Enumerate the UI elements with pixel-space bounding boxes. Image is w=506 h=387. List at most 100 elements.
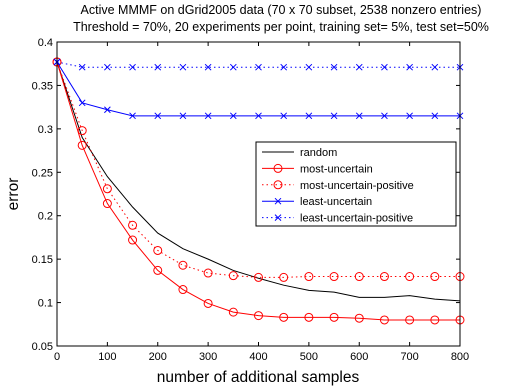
- x-axis: 0 100 200 300 400 500 600 700 800: [54, 42, 469, 363]
- y-tick-label: 0.25: [32, 167, 53, 179]
- marker-x-stroke: [381, 112, 388, 120]
- legend-label-random: random: [300, 147, 337, 159]
- y-tick-label: 0.4: [38, 37, 53, 49]
- y-axis-label: error: [5, 178, 22, 211]
- data-point-least-uncertain: [129, 112, 136, 120]
- marker-x-stroke: [229, 63, 237, 71]
- marker-x-stroke: [78, 63, 86, 71]
- marker-x-stroke: [280, 63, 288, 71]
- x-axis-label: number of additional samples: [157, 369, 360, 386]
- marker-x-stroke: [406, 63, 413, 71]
- marker-x-stroke: [330, 112, 338, 120]
- x-tick-label: 800: [451, 351, 469, 363]
- marker-x-stroke: [129, 112, 136, 120]
- data-point-least-uncertain-positive: [154, 63, 162, 71]
- data-point-least-uncertain-positive: [330, 63, 338, 71]
- data-point-least-uncertain-positive: [204, 63, 212, 71]
- x-tick-label: 0: [54, 351, 60, 363]
- data-point-most-uncertain-positive: [228, 271, 238, 281]
- x-tick-label: 600: [350, 351, 368, 363]
- data-point-most-uncertain-positive: [153, 245, 163, 255]
- data-point-least-uncertain: [330, 112, 338, 120]
- y-axis: 0.05 0.1 0.15 0.2 0.25 0.3 0.35 0.4: [32, 37, 460, 353]
- marker-x-stroke: [204, 63, 212, 71]
- data-point-least-uncertain: [255, 112, 262, 120]
- data-point-most-uncertain-positive: [254, 272, 263, 282]
- data-point-most-uncertain: [405, 315, 415, 325]
- data-point-most-uncertain: [228, 307, 238, 317]
- legend-marker-most-uncertain: [273, 163, 283, 173]
- y-tick-label: 0.3: [38, 124, 53, 136]
- x-tick-label: 100: [98, 351, 116, 363]
- legend-label-most-uncertain-positive: most-uncertain-positive: [300, 180, 414, 192]
- x-tick-label: 500: [300, 351, 318, 363]
- data-point-least-uncertain-positive: [104, 63, 111, 71]
- marker-x-stroke: [355, 63, 363, 71]
- marker-x-stroke: [179, 63, 187, 71]
- marker-x-stroke: [381, 63, 388, 71]
- data-point-most-uncertain-positive: [379, 272, 389, 282]
- data-point-least-uncertain-positive: [431, 63, 439, 71]
- data-point-most-uncertain: [178, 285, 188, 295]
- legend-marker-least-uncertain: [274, 197, 282, 205]
- y-tick-label: 0.15: [32, 254, 53, 266]
- y-tick-label: 0.35: [32, 80, 53, 92]
- marker-x-stroke: [179, 112, 187, 120]
- series-line-least-uncertain-positive: [56, 61, 460, 68]
- marker-x-stroke: [229, 112, 237, 120]
- marker-x-stroke: [274, 214, 282, 221]
- marker-x-stroke: [431, 112, 439, 120]
- data-point-most-uncertain: [254, 311, 263, 321]
- y-tick-label: 0.1: [38, 298, 53, 310]
- x-tick-label: 300: [199, 351, 217, 363]
- data-point-least-uncertain: [104, 106, 111, 114]
- data-point-most-uncertain: [379, 315, 389, 325]
- data-point-most-uncertain-positive: [304, 272, 314, 282]
- legend-marker-least-uncertain-positive: [274, 214, 282, 221]
- chart-subtitle: Threshold = 70%, 20 experiments per poin…: [73, 20, 489, 34]
- marker-x-stroke: [104, 106, 111, 114]
- marker-x-stroke: [305, 112, 313, 120]
- data-point-least-uncertain-positive: [78, 63, 86, 71]
- data-point-most-uncertain: [153, 265, 163, 275]
- data-point-most-uncertain: [77, 140, 87, 150]
- marker-x-stroke: [355, 112, 363, 120]
- data-point-least-uncertain: [154, 112, 162, 120]
- legend-label-most-uncertain: most-uncertain: [300, 163, 373, 175]
- marker-x-stroke: [129, 63, 136, 71]
- data-point-least-uncertain-positive: [305, 63, 313, 71]
- data-point-most-uncertain-positive: [203, 268, 213, 278]
- marker-x-stroke: [204, 112, 212, 120]
- data-point-least-uncertain: [229, 112, 237, 120]
- data-point-most-uncertain-positive: [329, 272, 339, 282]
- data-point-most-uncertain: [128, 235, 138, 245]
- data-point-most-uncertain: [279, 312, 289, 322]
- data-point-most-uncertain: [430, 315, 440, 325]
- x-tick-label: 200: [149, 351, 167, 363]
- data-point-least-uncertain-positive: [355, 63, 363, 71]
- data-point-most-uncertain-positive: [77, 126, 87, 136]
- data-point-most-uncertain: [329, 312, 339, 322]
- data-point-least-uncertain-positive: [179, 63, 187, 71]
- legend: random most-uncertain most-uncertain-posit…: [255, 141, 457, 227]
- data-point-least-uncertain: [355, 112, 363, 120]
- data-point-least-uncertain: [280, 112, 288, 120]
- data-point-least-uncertain-positive: [280, 63, 288, 71]
- y-tick-label: 0.2: [38, 211, 53, 223]
- data-point-most-uncertain-positive: [405, 272, 415, 282]
- legend-box: [255, 141, 457, 227]
- marker-x-stroke: [255, 112, 262, 120]
- data-point-most-uncertain: [304, 312, 314, 322]
- marker-x-stroke: [406, 112, 413, 120]
- data-point-least-uncertain-positive: [255, 63, 262, 71]
- data-point-most-uncertain-positive: [102, 184, 112, 194]
- legend-label-least-uncertain-positive: least-uncertain-positive: [300, 213, 413, 225]
- data-point-most-uncertain-positive: [178, 260, 188, 270]
- data-point-least-uncertain: [179, 112, 187, 120]
- data-point-most-uncertain-positive: [279, 272, 289, 282]
- data-point-least-uncertain: [431, 112, 439, 120]
- data-point-least-uncertain: [204, 112, 212, 120]
- y-tick-label: 0.05: [32, 341, 53, 353]
- data-point-least-uncertain-positive: [406, 63, 413, 71]
